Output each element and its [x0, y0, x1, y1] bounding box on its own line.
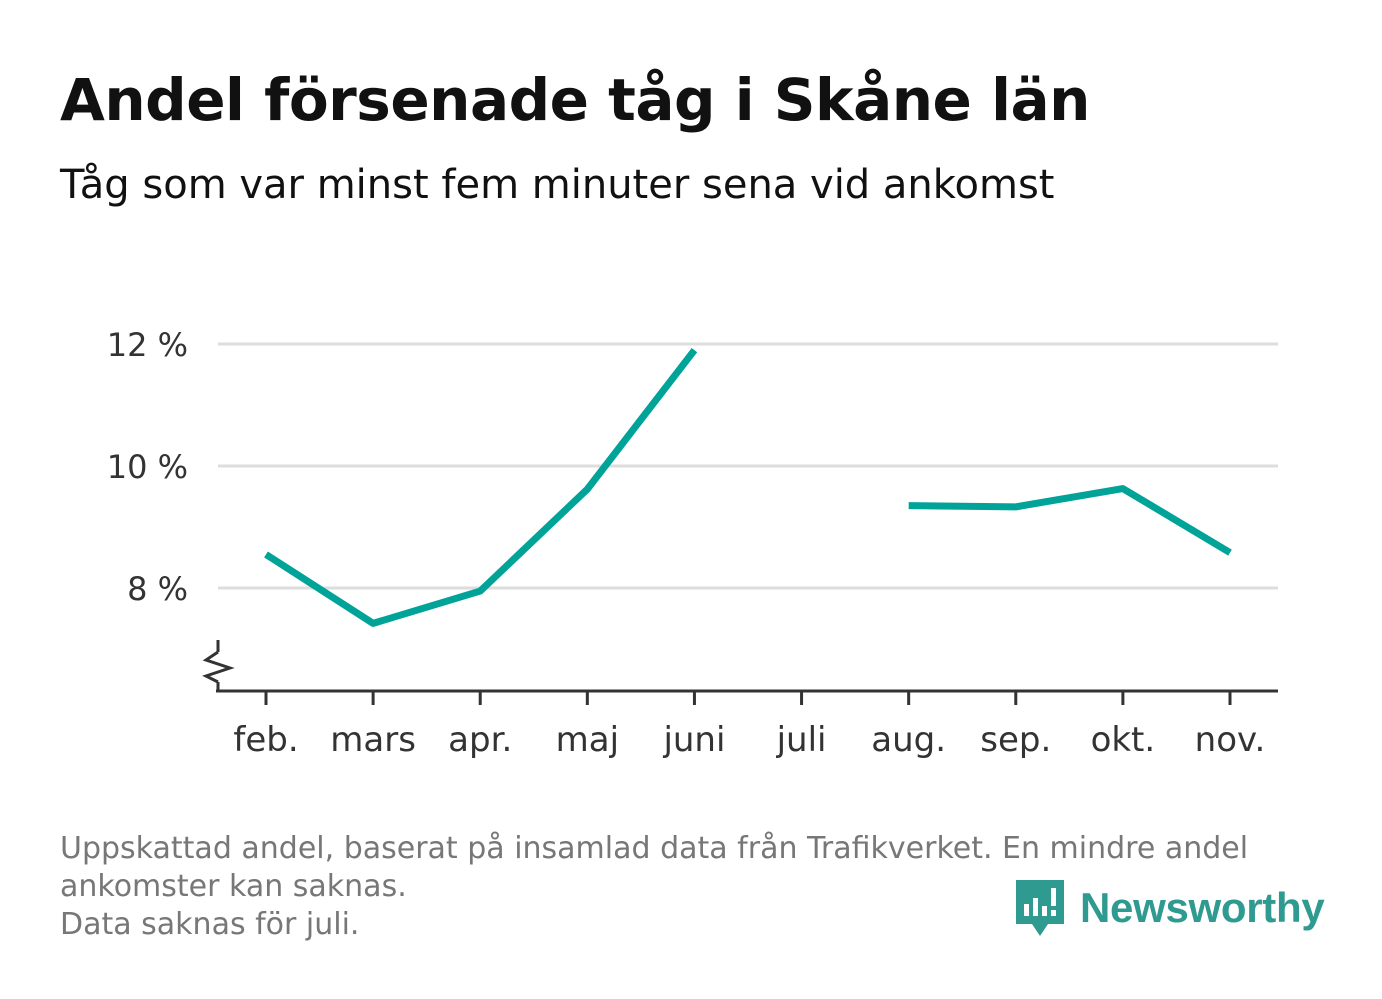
bar-chart-speech-bubble-icon — [1016, 880, 1064, 936]
footnote: Uppskattad andel, baserat på insamlad da… — [60, 830, 1320, 944]
y-tick-label: 12 % — [107, 326, 188, 364]
x-tick-label: mars — [330, 720, 416, 760]
x-tick-label: nov. — [1195, 720, 1266, 760]
newsworthy-logo: Newsworthy — [1012, 876, 1325, 940]
series-line — [264, 347, 698, 627]
axis-break-icon — [202, 650, 235, 684]
chart-subtitle: Tåg som var minst fem minuter sena vid a… — [60, 162, 1055, 208]
footnote-line-1: Uppskattad andel, baserat på insamlad da… — [60, 831, 1249, 866]
x-tick-label: okt. — [1091, 720, 1156, 760]
y-axis-ticks: 8 % 10 % 12 % — [107, 326, 188, 608]
footnote-line-3: Data saknas för juli. — [60, 907, 360, 942]
gridlines — [218, 342, 1278, 590]
x-tick-label: juli — [776, 720, 827, 760]
y-tick-label: 8 % — [127, 570, 188, 608]
y-tick-label: 10 % — [107, 448, 188, 486]
series-line — [908, 485, 1232, 556]
series-lines — [264, 347, 1232, 627]
footnote-line-2: ankomster kan saknas. — [60, 869, 407, 904]
x-tick-label: feb. — [233, 720, 298, 760]
x-tick-label: apr. — [448, 720, 512, 760]
x-tick-label: aug. — [871, 720, 946, 760]
x-tick-label: juni — [662, 720, 725, 760]
x-tick-label: maj — [556, 720, 619, 760]
x-tick-label: sep. — [980, 720, 1051, 760]
x-axis: feb. mars apr. maj juni juli aug. sep. okt. nov. — [202, 640, 1278, 760]
chart-title: Andel försenade tåg i Skåne län — [60, 66, 1090, 134]
logo-text: Newsworthy — [1080, 884, 1325, 931]
